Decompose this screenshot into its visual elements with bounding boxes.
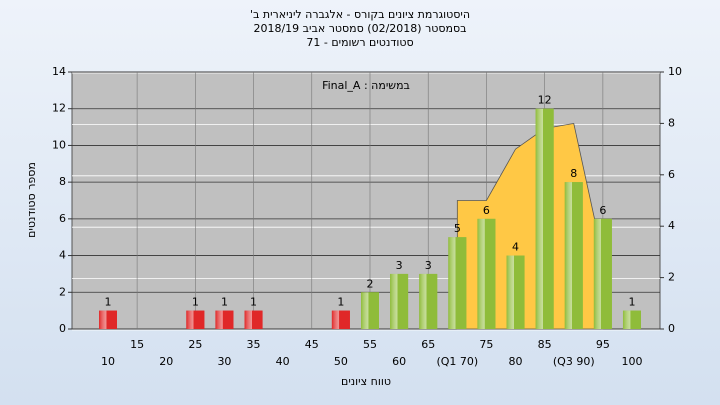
- bar-shine: [186, 310, 205, 329]
- x-tick-label: 65: [421, 338, 435, 351]
- y-axis-title: מספר סטודנטים: [25, 162, 38, 238]
- bar-shine: [506, 255, 525, 329]
- x-tick-label: 15: [130, 338, 144, 351]
- annotation: במשימה : Final_A: [322, 79, 410, 92]
- y-tick-label: 2: [59, 285, 66, 298]
- y-tick-label: 10: [52, 138, 66, 151]
- data-label: 6: [483, 204, 490, 217]
- x-tick-label: 85: [538, 338, 552, 351]
- x-tick-label: 50: [334, 355, 348, 368]
- x-tick-label: 40: [276, 355, 290, 368]
- x-tick-label: 75: [479, 338, 493, 351]
- data-label: 1: [250, 296, 257, 309]
- bar-shine: [419, 273, 438, 329]
- data-label: 8: [570, 167, 577, 180]
- bar-shine: [360, 292, 379, 329]
- data-label: 12: [538, 94, 552, 107]
- y2-tick-label: 6: [668, 168, 675, 181]
- data-label: 1: [105, 296, 112, 309]
- bar-shine: [622, 310, 641, 329]
- bar-shine: [99, 310, 117, 329]
- x-tick-label: 55: [363, 338, 377, 351]
- bar-shine: [448, 237, 467, 329]
- x-tick-label: 25: [188, 338, 202, 351]
- x-tick-label: 95: [596, 338, 610, 351]
- y2-tick-label: 4: [668, 219, 675, 232]
- data-label: 5: [454, 222, 461, 235]
- y-tick-label: 4: [59, 249, 66, 262]
- data-label: 3: [425, 259, 432, 272]
- data-label: 6: [599, 204, 606, 217]
- x-tick-label: 35: [247, 338, 261, 351]
- y-tick-label: 0: [59, 322, 66, 335]
- data-label: 1: [192, 296, 199, 309]
- y-tick-label: 12: [52, 102, 66, 115]
- x-tick-label: (Q3 90): [553, 355, 595, 368]
- bar-shine: [593, 218, 612, 329]
- y2-tick-label: 10: [668, 65, 682, 78]
- chart-subtitle: בסמסטר (02/2018) סמסטר אביב 2018/19: [253, 22, 466, 35]
- x-tick-label: 10: [101, 355, 115, 368]
- data-label: 3: [396, 259, 403, 272]
- bar-shine: [535, 108, 554, 329]
- x-tick-label: 100: [621, 355, 642, 368]
- bar-shine: [244, 310, 263, 329]
- bar-shine: [564, 182, 583, 329]
- chart-title: היסטוגרמת ציונים בקורס - אלגברה ליניארית…: [250, 8, 470, 21]
- chart-subtitle: סטודנטים רשומים - 71: [306, 36, 413, 49]
- x-tick-label: (Q1 70): [436, 355, 478, 368]
- data-label: 1: [221, 296, 228, 309]
- y-tick-label: 8: [59, 175, 66, 188]
- data-label: 2: [366, 277, 373, 290]
- y2-tick-label: 0: [668, 322, 675, 335]
- x-tick-label: 80: [509, 355, 523, 368]
- bar-shine: [390, 273, 409, 329]
- x-tick-label: 20: [159, 355, 173, 368]
- x-axis-title: טווח ציונים: [341, 375, 391, 388]
- bar-shine: [331, 310, 350, 329]
- bar-shine: [215, 310, 234, 329]
- data-label: 4: [512, 241, 519, 254]
- y2-tick-label: 2: [668, 271, 675, 284]
- y-tick-label: 14: [52, 65, 66, 78]
- data-label: 1: [337, 296, 344, 309]
- y2-tick-label: 8: [668, 116, 675, 129]
- y-tick-label: 6: [59, 212, 66, 225]
- x-tick-label: 45: [305, 338, 319, 351]
- data-label: 1: [628, 296, 635, 309]
- x-tick-label: 30: [217, 355, 231, 368]
- bar-shine: [477, 218, 496, 329]
- x-tick-label: 60: [392, 355, 406, 368]
